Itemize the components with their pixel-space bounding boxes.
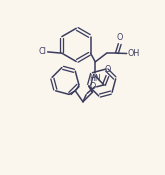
Text: O: O [89,82,95,91]
Text: O: O [104,65,111,74]
Text: O: O [117,33,123,42]
Text: Cl: Cl [39,47,47,56]
Text: OH: OH [127,49,140,58]
Text: HN: HN [89,74,101,83]
